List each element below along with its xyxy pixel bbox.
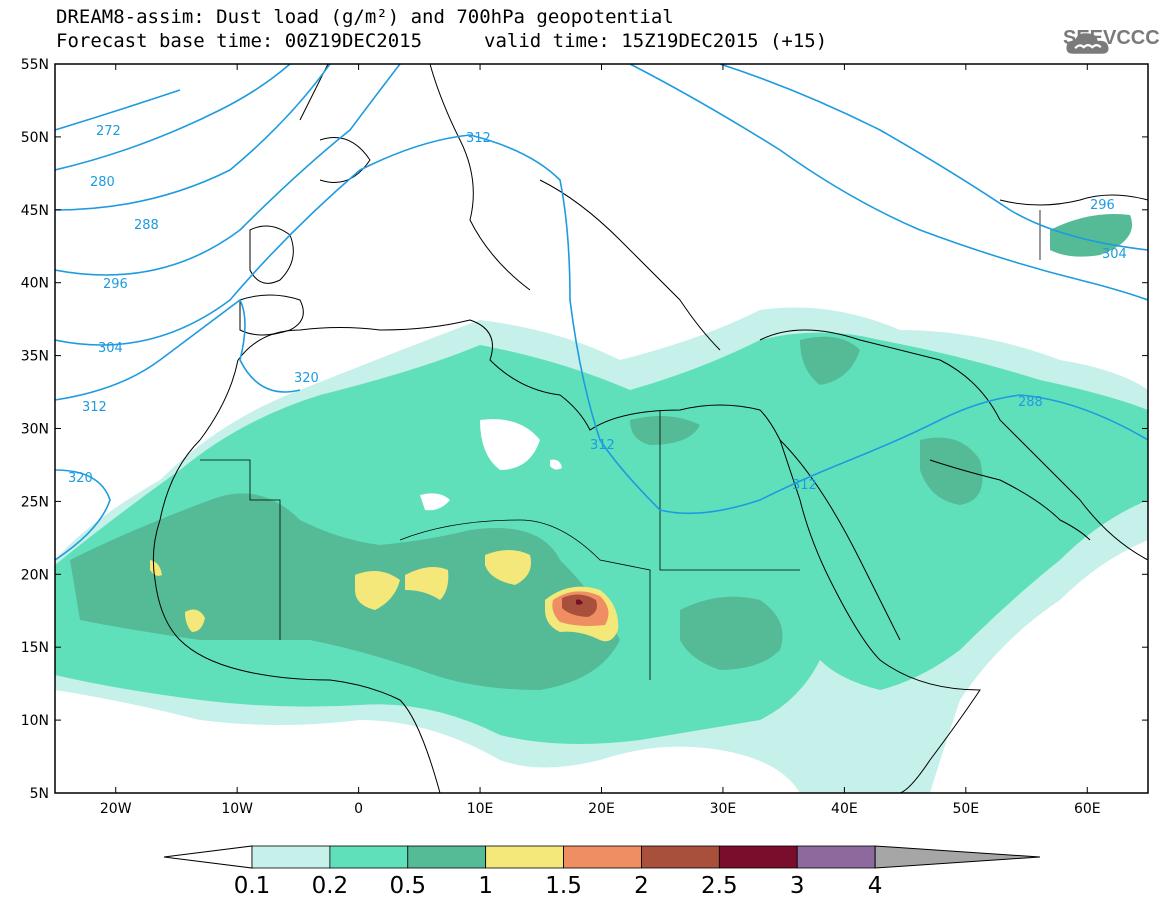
lon-tick-label: 50E	[952, 801, 979, 817]
clear-patch	[420, 493, 450, 511]
colorbar-label: 0.1	[234, 873, 271, 899]
forecast-base-time: Forecast base time: 00Z19DEC2015	[56, 30, 423, 52]
dust-shade-0-5	[920, 437, 983, 505]
lon-tick-label: 30E	[710, 801, 737, 817]
contour-label: 288	[1018, 395, 1043, 410]
colorbar-swatch	[796, 845, 876, 869]
colorbar-label: 2	[634, 873, 649, 899]
contour-label: 320	[68, 471, 93, 486]
lon-tick-label: 0	[354, 801, 363, 817]
colorbar-swatch	[407, 845, 487, 869]
colorbar-swatch	[718, 845, 798, 869]
contour-label: 304	[98, 341, 123, 356]
contour-label: 296	[103, 277, 128, 292]
contour-label: 312	[792, 478, 817, 493]
lon-axis: 20W 10W 0 10E 20E 30E 40E 50E 60E	[100, 64, 1101, 817]
dust-shade-0-5	[800, 336, 860, 385]
contour-label: 304	[1102, 247, 1127, 262]
lat-tick-label: 10N	[21, 713, 49, 729]
dust-shade-1	[355, 571, 400, 610]
logo-text: SEEVCCC	[1063, 27, 1160, 49]
contour-label: 280	[90, 175, 115, 190]
dust-layer	[55, 214, 1148, 793]
colorbar: 0.1 0.2 0.5 1 1.5 2 2.5 3 4	[163, 845, 1041, 899]
lon-tick-label: 20E	[588, 801, 615, 817]
map-title: DREAM8-assim: Dust load (g/m²) and 700hP…	[56, 6, 674, 28]
clear-patch	[550, 459, 562, 470]
cloud-logo-icon	[1066, 33, 1109, 54]
valid-time: valid time: 15Z19DEC2015 (+15)	[484, 30, 828, 52]
contour-labels: 272 280 288 296 304 312 320 320 312 312 …	[68, 124, 1127, 493]
contour-label: 296	[1090, 198, 1115, 213]
dust-shade-0-5	[70, 493, 620, 690]
lon-tick-label: 60E	[1074, 801, 1101, 817]
dust-shade-1	[185, 609, 205, 632]
dust-shade-0-5	[1050, 214, 1132, 257]
lat-tick-label: 55N	[21, 57, 49, 73]
lat-axis: 55N 50N 45N 40N 35N 30N 25N 20N 15N 10N 5N	[21, 57, 1148, 802]
colorbar-label: 2.5	[701, 873, 738, 899]
lon-tick-label: 20W	[100, 801, 132, 817]
lat-tick-label: 30N	[21, 422, 49, 438]
colorbar-label: 0.5	[389, 873, 426, 899]
colorbar-label: 1.5	[545, 873, 582, 899]
clear-patch	[480, 419, 540, 470]
dust-shade-2	[562, 594, 597, 617]
lon-tick-label: 10W	[221, 801, 253, 817]
lat-tick-label: 20N	[21, 567, 49, 583]
lon-tick-label: 10E	[467, 801, 494, 817]
contour-label: 288	[134, 218, 159, 233]
lat-tick-label: 15N	[21, 640, 49, 656]
dust-shade-1	[405, 566, 449, 600]
coastlines	[152, 64, 1148, 793]
lat-tick-label: 50N	[21, 130, 49, 146]
lat-tick-label: 25N	[21, 494, 49, 510]
lat-tick-label: 5N	[30, 786, 49, 802]
colorbar-label: 1	[478, 873, 493, 899]
contour-label: 312	[82, 400, 107, 415]
lat-tick-label: 35N	[21, 349, 49, 365]
lon-tick-label: 40E	[831, 801, 858, 817]
dust-shade-1	[485, 550, 531, 585]
colorbar-label: 3	[790, 873, 805, 899]
dust-shade-0-2	[55, 332, 1148, 744]
colorbar-swatch	[485, 845, 564, 869]
contour-label: 312	[466, 131, 491, 146]
colorbar-swatch	[329, 845, 409, 869]
dust-shade-1	[150, 560, 162, 576]
dust-shade-1	[545, 586, 619, 642]
lat-tick-label: 40N	[21, 276, 49, 292]
colorbar-over-arrow	[874, 845, 1041, 869]
lat-tick-label: 45N	[21, 203, 49, 219]
colorbar-swatch	[251, 845, 331, 869]
colorbar-label: 4	[868, 873, 883, 899]
map-frame	[54, 63, 1149, 794]
colorbar-swatch	[641, 845, 720, 869]
dust-shade-1-5	[552, 591, 609, 626]
geopotential-contours	[55, 64, 1148, 561]
contour-label: 312	[590, 438, 615, 453]
colorbar-swatch	[563, 845, 642, 869]
dust-shade-0-1	[55, 307, 1148, 793]
dust-shade-0-5	[630, 416, 700, 445]
dust-shade-2-5	[576, 599, 583, 605]
dust-shade-0-5	[680, 596, 783, 670]
colorbar-label: 0.2	[312, 873, 349, 899]
colorbar-under-arrow	[163, 845, 253, 869]
contour-label: 272	[96, 124, 121, 139]
contour-label: 320	[294, 371, 319, 386]
